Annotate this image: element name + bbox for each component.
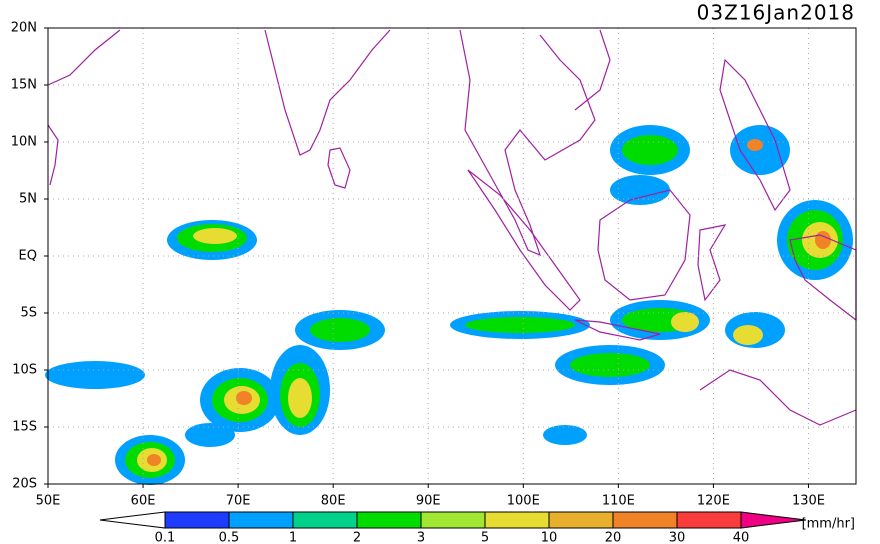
lat-label: EQ — [19, 249, 37, 264]
colorbar-label: 1 — [289, 531, 297, 544]
rain-areas — [45, 125, 853, 485]
colorbar-segment — [612, 511, 678, 529]
coastlines — [47, 29, 857, 426]
colorbar-segment — [676, 511, 742, 529]
colorbar-label: 10 — [541, 531, 558, 544]
lat-label: 10N — [11, 135, 37, 150]
colorbar-segment — [164, 511, 230, 529]
lon-label: 70E — [226, 494, 251, 509]
colorbar-segment — [228, 511, 294, 529]
lon-label: 130E — [792, 494, 825, 509]
lon-label: 120E — [697, 494, 730, 509]
lon-label: 80E — [321, 494, 346, 509]
colorbar-label: 5 — [481, 531, 489, 544]
lon-label: 60E — [131, 494, 156, 509]
lat-label: 10S — [12, 363, 37, 378]
lon-label: 110E — [602, 494, 635, 509]
lon-label: 50E — [36, 494, 61, 509]
colorbar-label: 30 — [669, 531, 686, 544]
colorbar-label: 20 — [605, 531, 622, 544]
colorbar-label: 3 — [417, 531, 425, 544]
colorbar-label: 40 — [733, 531, 750, 544]
colorbar-label: 0.1 — [155, 531, 176, 544]
map-frame — [47, 27, 857, 485]
colorbar-segment — [292, 511, 358, 529]
lon-label: 90E — [416, 494, 441, 509]
colorbar-low-triangle — [99, 511, 166, 529]
lat-label: 5S — [20, 306, 37, 321]
map-title: 03Z16Jan2018 — [697, 1, 855, 25]
lon-label: 100E — [507, 494, 540, 509]
lat-label: 15S — [12, 420, 37, 435]
colorbar-label: 2 — [353, 531, 361, 544]
lat-label: 20N — [11, 21, 37, 36]
colorbar-high-triangle — [740, 511, 807, 529]
colorbar-segment — [420, 511, 486, 529]
lat-label: 5N — [19, 192, 37, 207]
colorbar-segment — [484, 511, 550, 529]
colorbar-unit: [mm/hr] — [802, 517, 855, 532]
lat-label: 20S — [12, 477, 37, 492]
lat-label: 15N — [11, 78, 37, 93]
colorbar-segment — [356, 511, 422, 529]
colorbar-label: 0.5 — [219, 531, 240, 544]
colorbar-segment — [548, 511, 614, 529]
